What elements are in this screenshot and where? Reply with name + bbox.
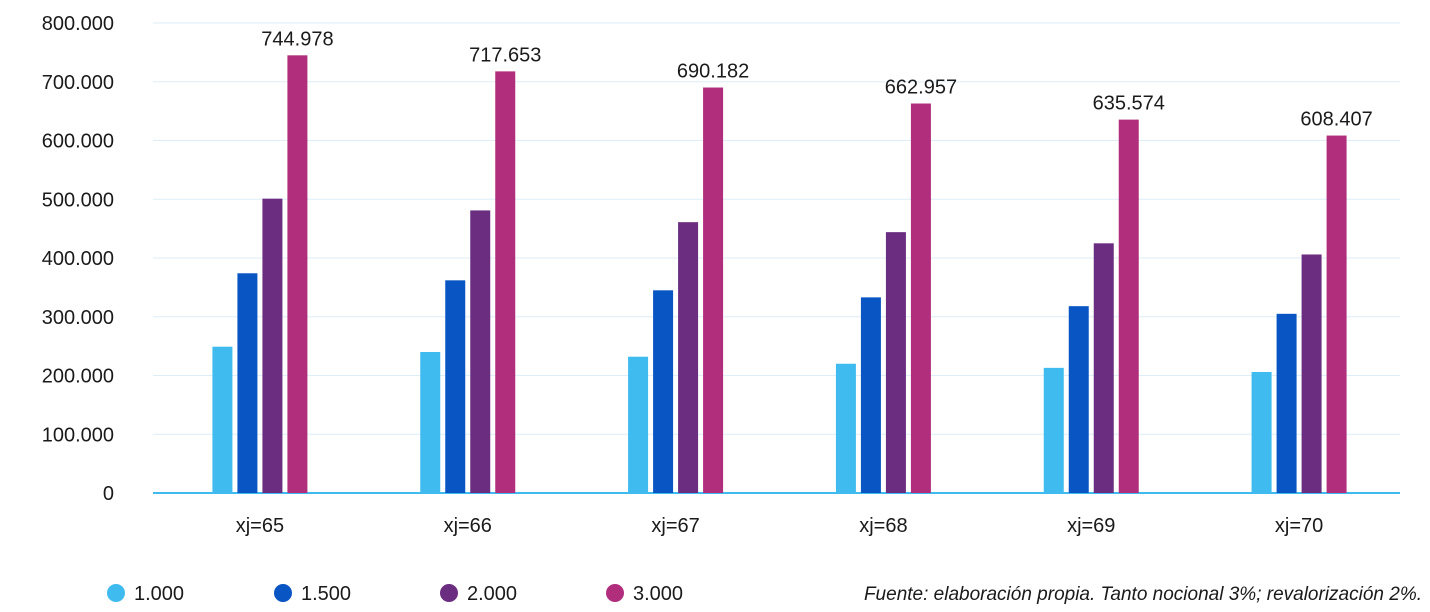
y-tick-label: 500.000: [42, 189, 114, 211]
y-tick-label: 600.000: [42, 131, 114, 153]
legend-item-2: 1.500: [274, 583, 351, 605]
source-note: Fuente: elaboración propia. Tanto nocion…: [864, 584, 1422, 605]
data-labels: 744.978 717.653 690.182 662.957 635.574 608.4…: [261, 28, 1372, 130]
bar-series-1-xj-67: [628, 356, 649, 493]
legend-marker: [107, 584, 125, 602]
y-tick-label: 800.000: [42, 13, 114, 35]
bar-series-2-xj-67: [653, 290, 674, 493]
legend-marker: [274, 584, 292, 602]
bar-series-4-xj-70: [1326, 135, 1347, 493]
x-tick-label: xj=70: [1275, 515, 1323, 537]
x-tick-label: xj=65: [236, 515, 284, 537]
bar-series-2-xj-69: [1068, 306, 1089, 493]
data-label: 635.574: [1093, 93, 1165, 115]
y-tick-label: 100.000: [42, 424, 114, 446]
bar-series-2-xj-68: [860, 297, 881, 493]
bar-series-3-xj-68: [885, 232, 906, 493]
bar-series-1-xj-70: [1251, 371, 1272, 493]
legend-label: 2.000: [467, 583, 517, 605]
data-label: 744.978: [261, 28, 333, 50]
bar-series-4-xj-69: [1118, 119, 1139, 493]
gridlines: [153, 22, 1400, 494]
bar-series-3-xj-66: [470, 210, 491, 493]
bar-series-3-xj-67: [678, 222, 699, 493]
bar-series-4-xj-65: [287, 55, 308, 493]
legend-label: 1.500: [301, 583, 351, 605]
x-axis-ticks: xj=65 xj=66 xj=67 xj=68 xj=69 xj=70: [236, 515, 1324, 537]
legend-label: 3.000: [633, 583, 683, 605]
x-tick-label: xj=66: [444, 515, 492, 537]
legend-item-1: 1.000: [107, 583, 184, 605]
y-tick-label: 300.000: [42, 307, 114, 329]
data-label: 690.182: [677, 61, 749, 83]
bar-series-3-xj-69: [1093, 243, 1114, 493]
bars: [212, 55, 1347, 494]
x-tick-label: xj=69: [1067, 515, 1115, 537]
data-label: 717.653: [469, 44, 541, 66]
bar-series-2-xj-70: [1276, 313, 1297, 493]
y-tick-label: 0: [103, 483, 114, 505]
bar-series-1-xj-68: [835, 363, 856, 493]
bar-series-3-xj-65: [262, 198, 283, 493]
data-label: 608.407: [1300, 109, 1372, 131]
bar-series-4-xj-68: [910, 103, 931, 494]
legend-label: 1.000: [134, 583, 184, 605]
bar-series-1-xj-69: [1043, 367, 1064, 493]
data-label: 662.957: [885, 77, 957, 99]
bar-series-1-xj-66: [420, 352, 441, 493]
y-axis-ticks: 0 100.000 200.000 300.000 400.000 500.000 600.…: [42, 13, 114, 505]
bar-series-3-xj-70: [1301, 254, 1322, 493]
y-tick-label: 200.000: [42, 366, 114, 388]
y-tick-label: 400.000: [42, 248, 114, 270]
bar-series-4-xj-67: [703, 87, 724, 494]
bar-series-2-xj-66: [445, 280, 466, 493]
legend-marker: [440, 584, 458, 602]
legend-item-3: 2.000: [440, 583, 517, 605]
legend: 1.000 1.500 2.000 3.000: [107, 583, 683, 605]
bar-series-2-xj-65: [237, 273, 258, 493]
x-tick-label: xj=67: [651, 515, 699, 537]
bar-series-1-xj-65: [212, 346, 233, 493]
legend-marker: [606, 584, 624, 602]
legend-item-4: 3.000: [606, 583, 683, 605]
bar-series-4-xj-66: [495, 71, 516, 494]
y-tick-label: 700.000: [42, 72, 114, 94]
x-tick-label: xj=68: [859, 515, 907, 537]
